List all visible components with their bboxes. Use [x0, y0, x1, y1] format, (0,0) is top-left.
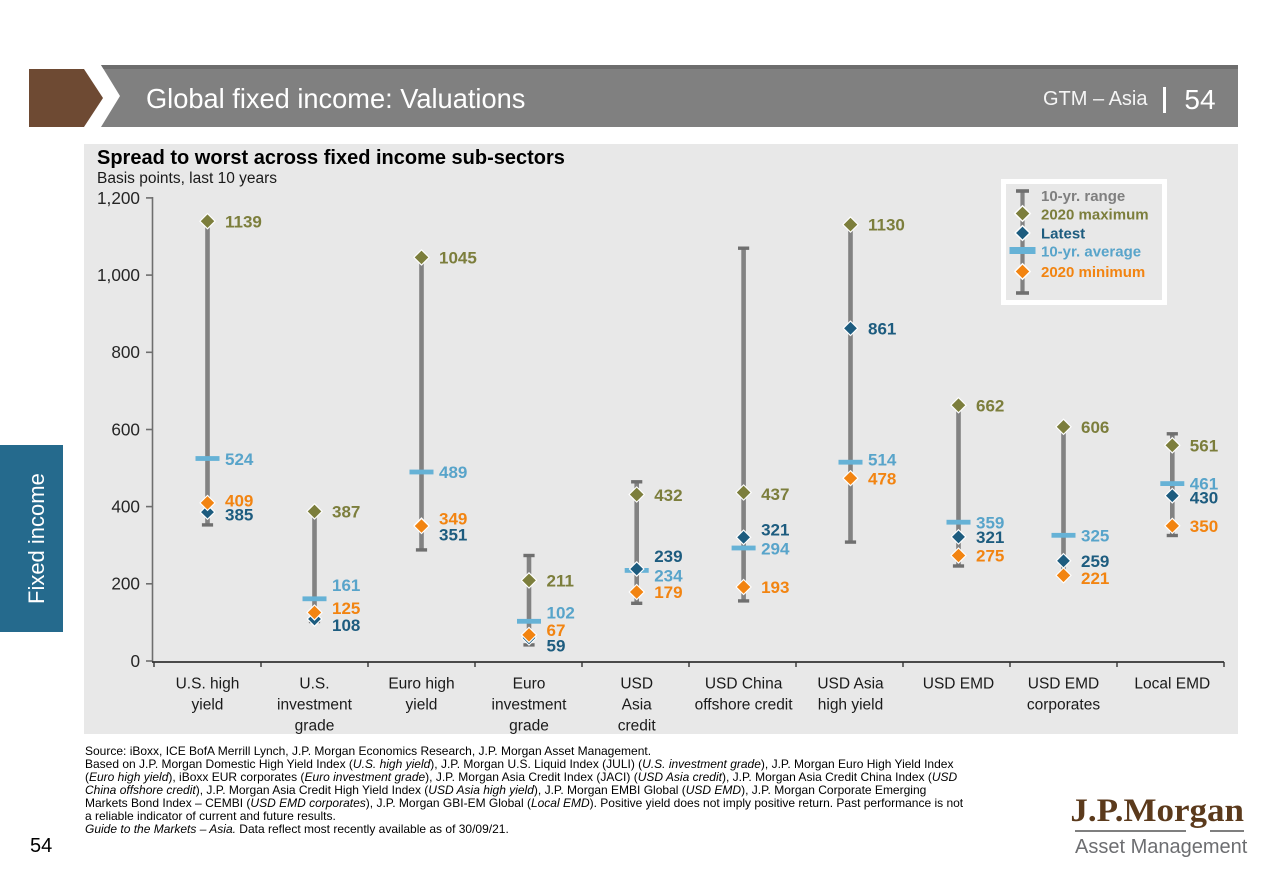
svg-text:59: 59 [547, 637, 566, 656]
svg-text:USD EMD: USD EMD [923, 676, 994, 693]
svg-text:321: 321 [976, 528, 1004, 547]
svg-text:offshore credit: offshore credit [695, 697, 794, 714]
svg-text:1139: 1139 [225, 212, 262, 231]
svg-text:321: 321 [761, 521, 789, 540]
svg-text:2020 minimum: 2020 minimum [1041, 264, 1145, 281]
svg-text:861: 861 [868, 320, 896, 339]
svg-text:yield: yield [406, 697, 438, 714]
svg-text:430: 430 [1190, 489, 1218, 508]
svg-text:221: 221 [1081, 569, 1109, 588]
svg-text:0: 0 [130, 651, 140, 671]
svg-text:350: 350 [1190, 517, 1218, 536]
svg-text:grade: grade [509, 718, 549, 735]
svg-text:10-yr. average: 10-yr. average [1041, 243, 1141, 260]
svg-text:investment: investment [492, 697, 568, 714]
svg-text:325: 325 [1081, 526, 1109, 545]
svg-text:grade: grade [295, 718, 335, 735]
svg-text:Euro: Euro [513, 676, 546, 693]
svg-text:credit: credit [618, 718, 657, 735]
svg-text:478: 478 [868, 469, 896, 488]
svg-text:349: 349 [439, 510, 467, 529]
svg-text:Local EMD: Local EMD [1134, 676, 1210, 693]
svg-text:489: 489 [439, 463, 467, 482]
svg-text:1,200: 1,200 [97, 188, 140, 208]
svg-text:259: 259 [1081, 552, 1109, 571]
svg-text:461: 461 [1190, 475, 1218, 494]
svg-text:USD: USD [620, 676, 653, 693]
svg-text:125: 125 [332, 599, 360, 618]
svg-text:1,000: 1,000 [97, 265, 140, 285]
svg-text:359: 359 [976, 513, 1004, 532]
svg-text:561: 561 [1190, 436, 1218, 455]
svg-text:606: 606 [1081, 418, 1109, 437]
svg-text:USD China: USD China [705, 676, 783, 693]
svg-text:524: 524 [225, 450, 254, 469]
svg-text:387: 387 [332, 503, 360, 522]
svg-text:USD Asia: USD Asia [817, 676, 884, 693]
svg-text:Latest: Latest [1041, 225, 1085, 242]
svg-text:600: 600 [111, 419, 140, 439]
svg-text:179: 179 [654, 583, 682, 602]
svg-text:351: 351 [439, 526, 467, 545]
svg-text:2020 maximum: 2020 maximum [1041, 206, 1149, 223]
svg-text:Asia: Asia [622, 697, 653, 714]
svg-text:U.S. high: U.S. high [176, 676, 240, 693]
svg-text:193: 193 [761, 578, 789, 597]
svg-text:yield: yield [192, 697, 224, 714]
svg-text:1130: 1130 [868, 216, 905, 235]
svg-text:211: 211 [547, 572, 574, 591]
svg-text:USD EMD: USD EMD [1028, 676, 1099, 693]
svg-text:1045: 1045 [439, 249, 477, 268]
svg-text:400: 400 [111, 497, 140, 517]
svg-text:200: 200 [111, 574, 140, 594]
svg-text:U.S.: U.S. [299, 676, 329, 693]
svg-text:662: 662 [976, 396, 1004, 415]
svg-text:corporates: corporates [1027, 697, 1100, 714]
svg-text:275: 275 [976, 547, 1004, 566]
svg-text:investment: investment [277, 697, 353, 714]
svg-text:437: 437 [761, 485, 789, 504]
svg-text:161: 161 [332, 576, 360, 595]
svg-text:108: 108 [332, 616, 360, 635]
svg-text:234: 234 [654, 567, 683, 586]
svg-text:800: 800 [111, 342, 140, 362]
svg-text:Euro high: Euro high [388, 676, 454, 693]
svg-text:409: 409 [225, 492, 253, 511]
svg-text:239: 239 [654, 547, 682, 566]
svg-text:10-yr. range: 10-yr. range [1041, 188, 1125, 205]
svg-text:514: 514 [868, 450, 897, 469]
svg-text:67: 67 [547, 621, 566, 640]
svg-text:385: 385 [225, 506, 253, 525]
svg-text:high yield: high yield [818, 697, 884, 714]
svg-text:432: 432 [654, 486, 682, 505]
svg-text:102: 102 [547, 604, 575, 623]
svg-text:294: 294 [761, 540, 790, 559]
